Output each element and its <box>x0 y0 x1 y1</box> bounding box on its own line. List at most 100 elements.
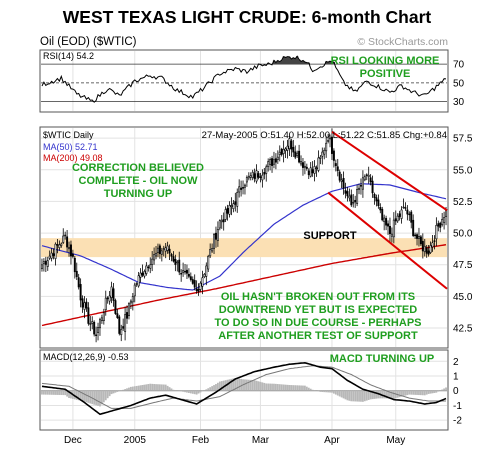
macd-histogram-bar <box>259 381 262 391</box>
macd-histogram-bar <box>238 378 241 391</box>
price-candle <box>313 160 316 182</box>
macd-histogram-bar <box>50 390 53 395</box>
macd-histogram-bar <box>207 388 210 391</box>
price-candle <box>73 255 76 279</box>
macd-histogram-bar <box>367 390 370 400</box>
x-tick-label: Mar <box>252 435 270 446</box>
macd-histogram-bar <box>139 385 142 391</box>
price-candle <box>371 175 374 198</box>
price-candle <box>141 264 144 278</box>
price-candle <box>317 150 320 173</box>
price-candle <box>139 268 142 283</box>
price-candle <box>60 242 63 248</box>
price-candle <box>367 166 370 184</box>
price-candle <box>363 174 366 182</box>
price-candle <box>118 314 121 336</box>
price-candle <box>122 318 125 331</box>
price-candle <box>288 135 291 157</box>
macd-histogram-bar <box>110 390 113 395</box>
price-candle <box>102 308 105 325</box>
price-candle <box>251 169 254 181</box>
price-candle <box>230 197 233 216</box>
macd-histogram-bar <box>240 378 242 391</box>
price-candle <box>110 281 113 304</box>
macd-histogram-bar <box>255 380 258 391</box>
macd-histogram-bar <box>93 390 96 405</box>
macd-histogram-bar <box>360 390 362 402</box>
price-candle <box>365 173 368 181</box>
macd-histogram-bar <box>62 390 65 396</box>
price-candle <box>95 326 98 343</box>
macd-histogram-bar <box>304 385 306 391</box>
macd-histogram-bar <box>276 384 279 391</box>
macd-histogram-bar <box>193 390 196 395</box>
macd-histogram-bar <box>294 385 297 391</box>
macd-histogram-bar <box>143 384 146 391</box>
price-candle <box>211 243 214 253</box>
price-candle <box>226 204 229 221</box>
macd-tick-label: 1 <box>453 372 459 383</box>
price-candle <box>286 139 289 159</box>
macd-histogram-bar <box>70 390 72 399</box>
macd-histogram-bar <box>398 390 401 398</box>
macd-histogram-bar <box>170 388 173 391</box>
macd-histogram-bar <box>342 390 345 399</box>
price-candle <box>112 283 115 307</box>
macd-annotation: MACD TURNING UP <box>330 353 435 365</box>
annotation-correction-line-3: TURNING UP <box>104 188 172 200</box>
macd-histogram-bar <box>369 390 372 400</box>
price-candle <box>381 206 384 222</box>
legend-ma50: MA(50) 52.71 <box>43 142 98 152</box>
macd-histogram-bar <box>275 383 277 391</box>
price-candle <box>213 233 216 254</box>
price-candle <box>419 235 422 246</box>
macd-histogram-bar <box>95 390 97 406</box>
price-candle <box>62 228 65 245</box>
price-candle <box>126 305 129 324</box>
x-axis-labels: Dec 2005 Feb Mar Apr May <box>64 435 405 446</box>
macd-histogram-bar <box>217 382 219 391</box>
macd-histogram-bar <box>77 390 80 401</box>
price-candle <box>238 179 241 198</box>
price-candle <box>91 316 94 330</box>
macd-header: MACD(12,26,9) -0.53 <box>43 352 129 362</box>
price-header: $WTIC Daily <box>43 130 94 140</box>
ma200-line <box>41 244 447 327</box>
price-candle <box>135 282 138 287</box>
price-candle <box>404 202 407 211</box>
price-candle <box>145 262 148 276</box>
price-candle <box>137 271 140 288</box>
price-candle <box>236 188 239 213</box>
price-candle <box>75 262 78 281</box>
rsi-panel: 70 50 30 RSI(14) 54.2 RSI LOOKING MORE POS… <box>39 49 465 113</box>
macd-histogram-bar <box>389 390 391 399</box>
price-tick-label: 47.5 <box>453 260 473 271</box>
price-candle <box>218 219 221 231</box>
macd-histogram-bar <box>97 390 99 406</box>
price-candle <box>414 232 417 240</box>
price-candle <box>249 172 252 181</box>
macd-histogram-bar <box>191 390 194 394</box>
macd-histogram-bar <box>166 385 169 391</box>
price-candle <box>354 195 357 208</box>
price-candle <box>325 135 328 158</box>
price-candle <box>267 158 270 172</box>
macd-histogram-bar <box>168 387 171 391</box>
price-candle <box>42 258 45 272</box>
macd-histogram-bar <box>261 382 264 391</box>
macd-histogram-bar <box>267 383 270 391</box>
price-candle <box>50 248 53 262</box>
macd-histogram-bar <box>116 390 119 392</box>
price-candle <box>311 161 314 177</box>
price-candle <box>412 214 415 238</box>
macd-histogram-bar <box>106 390 109 399</box>
price-candle <box>431 234 434 252</box>
macd-histogram-bar <box>305 386 308 391</box>
price-candle <box>168 244 171 261</box>
price-candle <box>394 210 397 225</box>
ma50-line <box>41 183 447 291</box>
price-candle <box>170 252 173 262</box>
macd-histogram-bar <box>429 390 432 394</box>
